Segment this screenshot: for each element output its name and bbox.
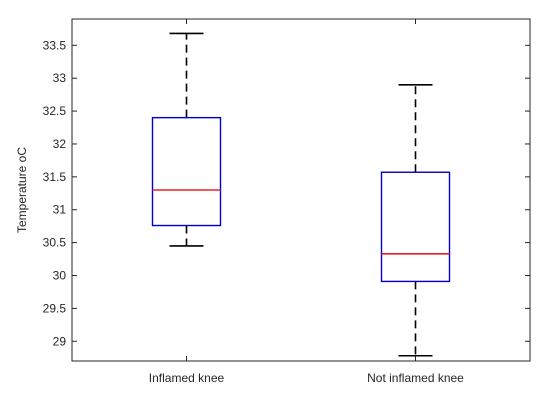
iqr-box [151, 116, 222, 227]
y-axis: 29 29.5 30 30.5 31 31.5 32 32.5 33 33.5 [43, 38, 530, 348]
y-tick-label: 33 [53, 71, 67, 85]
y-tick-label: 33.5 [43, 38, 67, 52]
box-group [380, 83, 451, 357]
iqr-box [380, 171, 451, 283]
y-tick-label: 30 [53, 269, 67, 283]
y-tick-label: 31.5 [43, 170, 67, 184]
box-group [151, 32, 222, 247]
x-axis: Inflamed knee Not inflamed knee [149, 19, 464, 385]
y-axis-label: Temperature oC [15, 147, 29, 233]
y-tick-label: 31 [53, 203, 67, 217]
x-tick-label: Not inflamed knee [367, 371, 464, 385]
plot-area [71, 18, 531, 362]
y-tick-label: 29.5 [43, 301, 67, 315]
y-tick-label: 32 [53, 137, 67, 151]
x-tick-label: Inflamed knee [149, 371, 225, 385]
boxes [151, 32, 451, 357]
y-tick-label: 29 [53, 334, 67, 348]
y-tick-label: 32.5 [43, 104, 67, 118]
y-tick-label: 30.5 [43, 236, 67, 250]
